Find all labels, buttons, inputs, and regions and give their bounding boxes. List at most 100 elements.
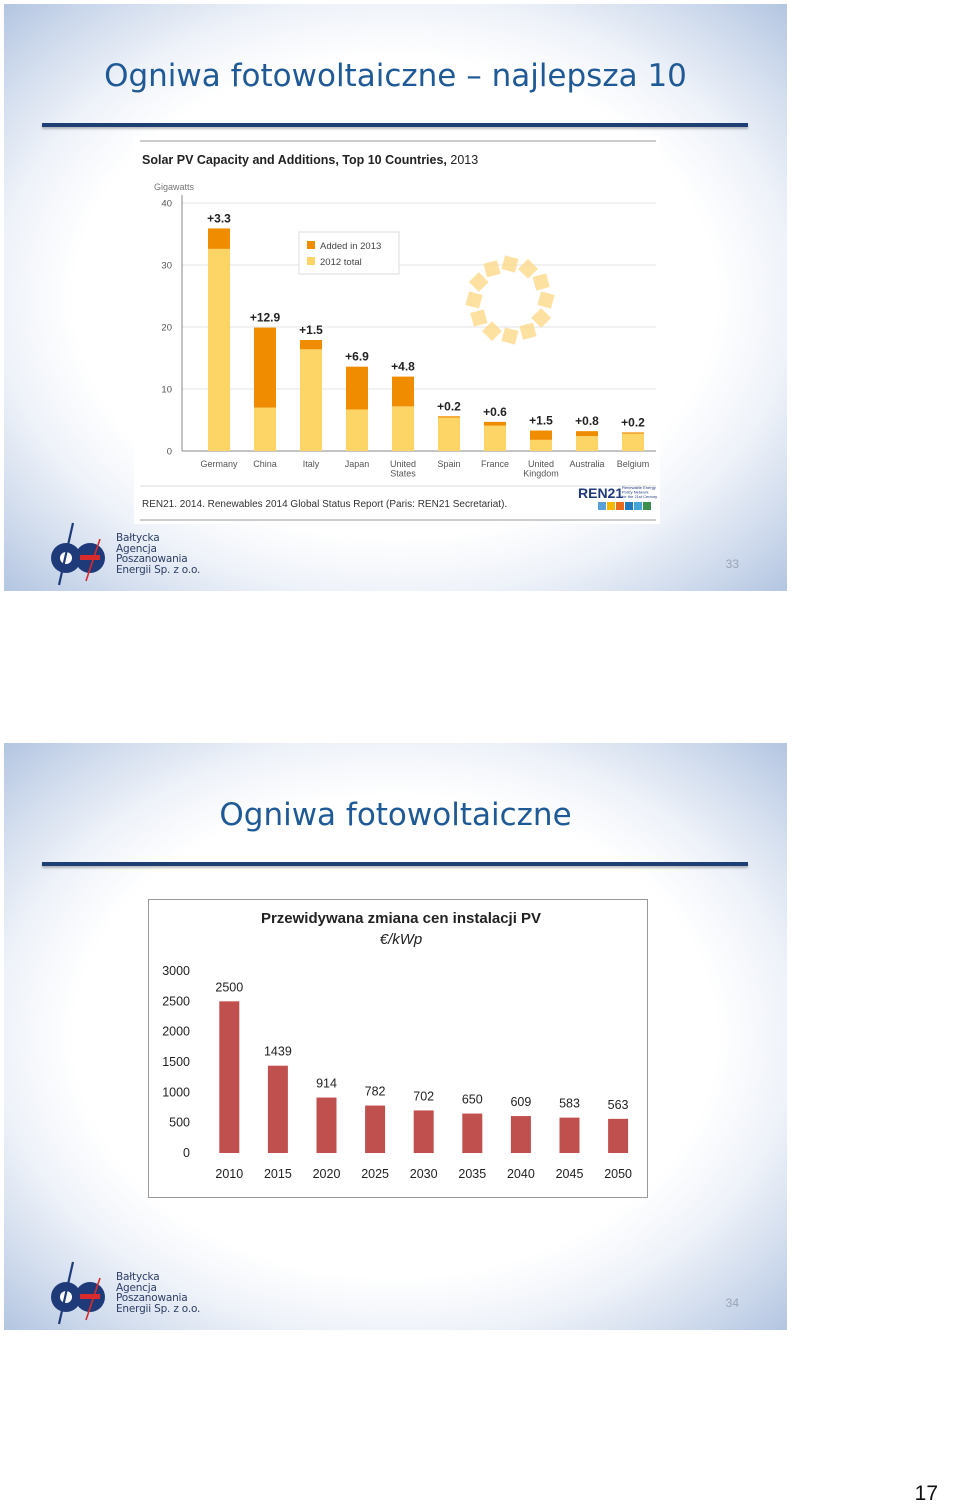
ren21-logo: REN21 (578, 485, 623, 501)
y-tick-label: 20 (161, 323, 172, 334)
sun-ray (532, 273, 550, 291)
sun-ray (482, 321, 502, 342)
bar-segment-added-in-2013 (530, 430, 552, 440)
bar (608, 1118, 629, 1153)
x-tick-label: Italy (303, 459, 320, 469)
ren21-tagline: Renewable Energy (622, 485, 656, 490)
x-tick-label: France (481, 459, 509, 469)
y-tick-label: 0 (183, 1146, 190, 1160)
y-tick-label: 1000 (162, 1085, 190, 1099)
slide-34: Ogniwa fotowoltaiczne Przewidywana zmian… (4, 743, 787, 1330)
bar-segment-added-in-2013 (208, 228, 230, 249)
sun-ray (537, 291, 555, 309)
bar-segment-2012-total (300, 349, 322, 451)
logo-text: Bałtycka Agencja Poszanowania Energii Sp… (116, 533, 200, 575)
y-axis-label: Gigawatts (154, 182, 195, 192)
y-tick-label: 0 (167, 447, 172, 458)
y-tick-label: 30 (161, 261, 172, 272)
ren21-icon (607, 502, 615, 510)
ren21-icon (625, 502, 633, 510)
bar (365, 1105, 386, 1153)
x-tick-label: 2025 (361, 1167, 389, 1181)
ren21-icon (634, 502, 642, 510)
bar (413, 1110, 434, 1153)
logo-line: Poszanowania (116, 553, 188, 565)
title-divider (42, 862, 748, 866)
bar-segment-2012-total (438, 417, 460, 451)
logo-line: Poszanowania (116, 1292, 188, 1304)
x-tick-label: 2030 (410, 1167, 438, 1181)
sun-ray (531, 308, 552, 328)
sun-ray (501, 327, 519, 345)
legend-swatch (307, 257, 315, 265)
bape-logo: Bałtycka Agencja Poszanowania Energii Sp… (42, 1258, 202, 1328)
legend (298, 231, 400, 275)
bar (559, 1117, 580, 1153)
logo-line: Energii Sp. z o.o. (116, 563, 201, 576)
x-tick-label: United (390, 459, 416, 469)
ren21-icon (598, 502, 606, 510)
chart-subtitle: €/kWp (380, 931, 423, 948)
x-tick-label: China (253, 459, 277, 469)
bar-segment-2012-total (346, 409, 368, 451)
chart-title-year: 2013 (450, 153, 478, 167)
bape-logo-icon (51, 522, 105, 586)
x-tick-label: Australia (569, 459, 604, 469)
x-tick-label: 2015 (264, 1167, 292, 1181)
chart-title: Solar PV Capacity and Additions, Top 10 … (142, 153, 478, 167)
bar-segment-2012-total (484, 425, 506, 451)
ren21-tagline: Policy Network (622, 490, 648, 495)
y-tick-label: 500 (169, 1116, 190, 1130)
data-label: +12.9 (250, 311, 281, 325)
bar-segment-2012-total (208, 248, 230, 451)
bar-segment-2012-total (576, 436, 598, 451)
sun-ray (468, 272, 489, 292)
data-label: +0.8 (575, 414, 599, 428)
data-label: +1.5 (299, 323, 323, 337)
legend-label: 2012 total (320, 257, 362, 268)
x-tick-label: Japan (345, 459, 370, 469)
x-tick-label: States (390, 469, 416, 479)
logo-text: Bałtycka Agencja Poszanowania Energii Sp… (116, 1272, 200, 1314)
legend-swatch (307, 241, 315, 249)
slide-number: 33 (725, 557, 739, 571)
bar-segment-added-in-2013 (392, 376, 414, 407)
logo-line: Bałtycka (116, 532, 160, 544)
x-tick-label: 2040 (507, 1167, 535, 1181)
chart-title: Przewidywana zmiana cen instalacji PV (261, 910, 541, 927)
x-tick-label: Germany (200, 459, 238, 469)
x-tick-label: 2010 (215, 1167, 243, 1181)
ren21-tagline: for the 21st Century (622, 494, 657, 499)
bar (267, 1065, 288, 1153)
solar-pv-capacity-chart: Solar PV Capacity and Additions, Top 10 … (134, 136, 660, 524)
data-label: +0.6 (483, 405, 507, 419)
sun-ray (501, 255, 519, 273)
y-tick-label: 2000 (162, 1025, 190, 1039)
bar-segment-added-in-2013 (438, 416, 460, 418)
data-label: 609 (510, 1095, 531, 1109)
bar (462, 1113, 483, 1153)
logo-line: Bałtycka (116, 1271, 160, 1283)
sun-ray (465, 291, 483, 309)
bar-segment-added-in-2013 (254, 327, 276, 408)
data-label: 782 (365, 1085, 386, 1099)
bape-logo: Bałtycka Agencja Poszanowania Energii Sp… (42, 519, 202, 589)
y-tick-label: 10 (161, 385, 172, 396)
bar-segment-2012-total (530, 439, 552, 451)
bar-segment-2012-total (392, 406, 414, 451)
y-tick-label: 3000 (162, 964, 190, 978)
data-label: +3.3 (207, 211, 231, 225)
ren21-icon (643, 502, 651, 510)
legend-label: Added in 2013 (320, 241, 381, 252)
x-tick-label: Kingdom (523, 469, 559, 479)
x-tick-label: 2045 (556, 1167, 584, 1181)
x-tick-label: 2035 (458, 1167, 486, 1181)
y-tick-label: 40 (161, 199, 172, 210)
bape-logo-icon (51, 1261, 105, 1325)
sun-ray (518, 258, 538, 279)
sun-ray (483, 260, 501, 278)
data-label: 1439 (264, 1045, 292, 1059)
pv-price-chart: Przewidywana zmiana cen instalacji PV €/k… (148, 899, 648, 1198)
data-label: +4.8 (391, 360, 415, 374)
data-label: +0.2 (437, 399, 461, 413)
